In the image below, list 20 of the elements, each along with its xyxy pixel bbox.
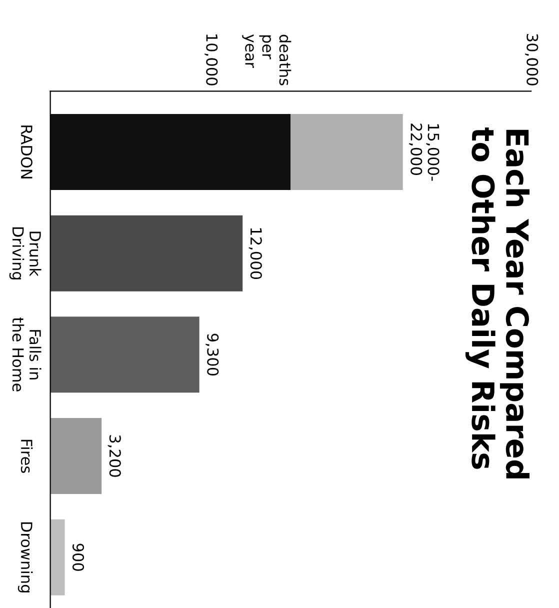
data-label: 12,000	[248, 228, 262, 280]
y-tick-label: RADON	[20, 126, 32, 178]
x-tick-label: 10,000	[204, 34, 218, 86]
text: deaths per year	[242, 34, 292, 86]
text: Each Year Compared to Other Daily Risks	[465, 128, 530, 478]
data-label: 9,300	[206, 334, 219, 376]
bar	[290, 114, 403, 190]
bar	[50, 418, 102, 494]
y-tick-label: Falls in the Home	[12, 318, 42, 392]
data-label: 15,000- 22,000	[409, 124, 440, 181]
bar	[50, 114, 291, 190]
data-label: 3,200	[108, 435, 121, 477]
bar	[50, 316, 200, 393]
x-tick-label: 30,000	[525, 34, 538, 86]
bar	[50, 215, 243, 292]
data-label: 900	[72, 544, 84, 571]
y-tick-label: Fires	[20, 440, 33, 473]
bar	[50, 519, 65, 596]
y-tick-label: Drowning	[18, 522, 33, 592]
y-tick-label: Drunk Driving	[9, 227, 42, 280]
